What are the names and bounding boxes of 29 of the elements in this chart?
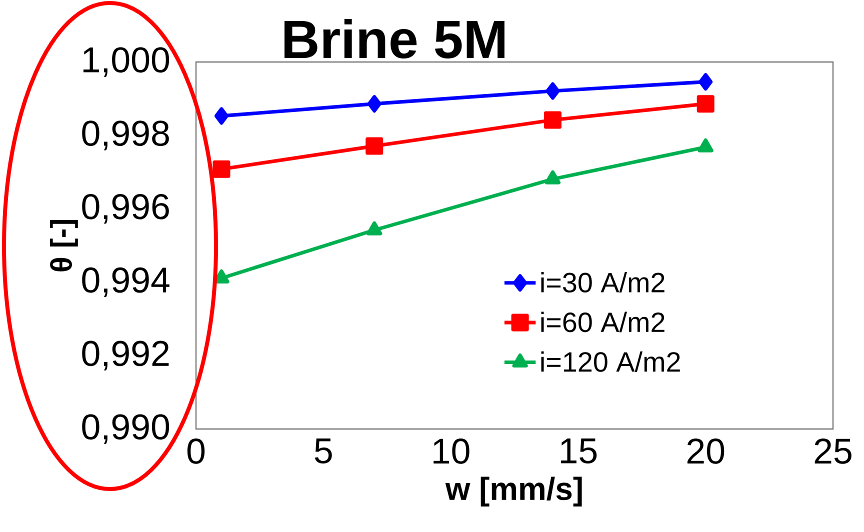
point — [544, 170, 561, 184]
point — [366, 221, 382, 236]
point — [698, 73, 713, 91]
y-tick-label: 0,996 — [82, 194, 169, 224]
legend-label: i=30 A/m2 — [541, 272, 664, 293]
legend-label: i=120 A/m2 — [541, 351, 680, 372]
chart-title: Brine 5M — [284, 18, 504, 59]
y-tick-label: 0,990 — [82, 414, 170, 444]
point — [698, 138, 714, 152]
x-tick-label: 10 — [434, 438, 470, 464]
x-tick-label: 5 — [314, 438, 332, 464]
y-axis-title: θ [-] — [50, 220, 78, 272]
x-tick-label: 25 — [814, 438, 852, 464]
point — [366, 137, 384, 155]
point — [212, 160, 230, 178]
point — [544, 111, 562, 129]
x-tick-label: 20 — [687, 438, 724, 464]
y-tick-label: 1,000 — [83, 47, 170, 77]
y-tick-label: 0,998 — [82, 120, 169, 150]
legend-label: i=60 A/m2 — [541, 312, 664, 332]
point — [546, 82, 560, 100]
x-tick-label: 0 — [187, 438, 205, 464]
y-tick-label: 0,994 — [82, 267, 170, 298]
point — [367, 95, 382, 113]
point — [214, 107, 229, 125]
point — [696, 95, 714, 113]
x-tick-label: 15 — [560, 438, 597, 464]
y-tick-label: 0,992 — [82, 340, 169, 370]
x-axis-title: w [mm/s] — [445, 476, 582, 506]
